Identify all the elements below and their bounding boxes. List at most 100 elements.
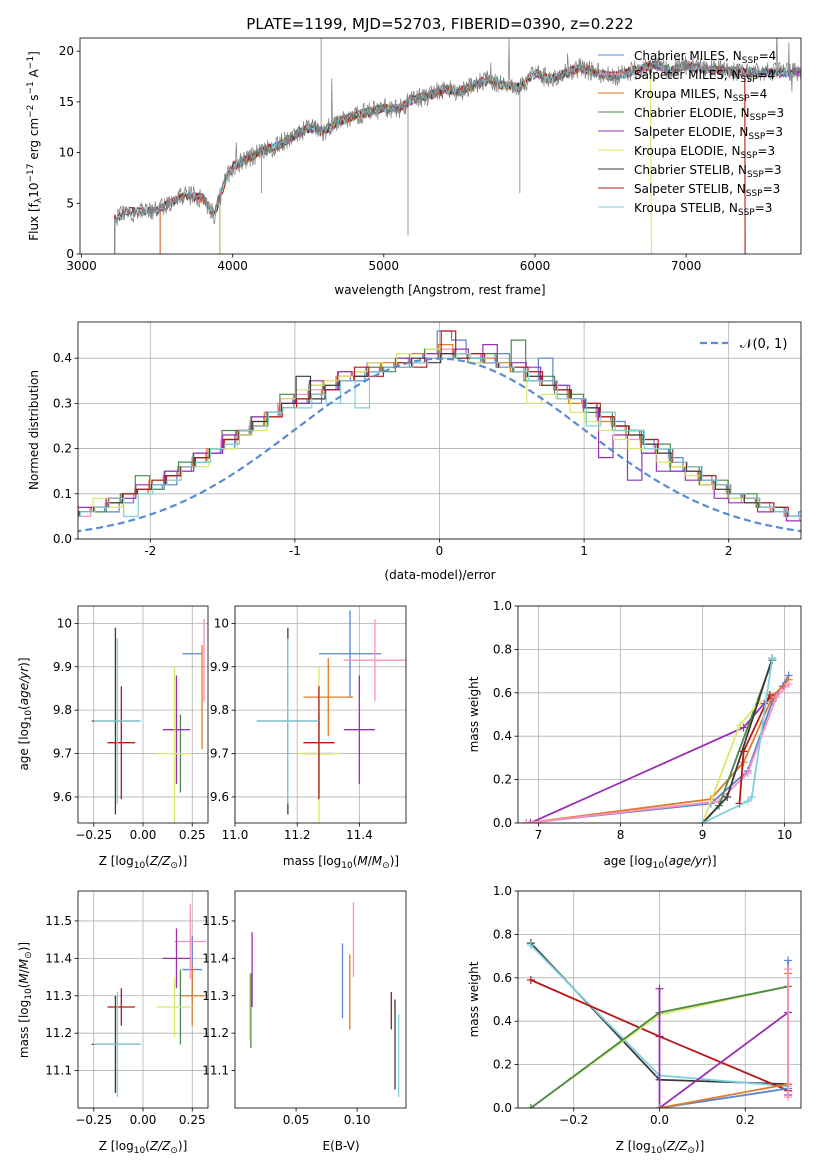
residuals-x-tick-label: 1 [580, 544, 588, 558]
spectrum-y-tick-label: 0 [66, 247, 74, 261]
mass-age-y-tick-label: 9.6 [210, 790, 229, 804]
z-age-y-tick-label: 9.7 [53, 747, 72, 761]
z-age-x-label: Z [log10(Z/Z⊙)] [99, 854, 188, 871]
spectrum-y-tick-label: 10 [59, 146, 74, 160]
mass-age-axes: 11.0 11.2 11.4 9.6 9.7 9.8 9.9 10 mass [log10(M/… [210, 605, 407, 871]
mass-age-x-label: mass [log10(M/M⊙)] [283, 854, 399, 871]
mass-age-x-tick-label: 11.4 [346, 828, 373, 842]
weight-line [659, 960, 789, 1108]
residuals-axes: -2 -1 0 1 2 0.0 0.1 0.2 0.3 0.4 (data-model)/error… [27, 321, 802, 582]
residual-histogram [78, 348, 801, 522]
residuals-y-label: Normed distribution [27, 370, 41, 490]
age-weight-y-tick-label: 0.4 [493, 729, 512, 743]
ebv-mass-x-tick-label: 0.05 [283, 1113, 310, 1127]
age-weight-y-tick-label: 0.6 [493, 686, 512, 700]
z-age-y-label: age [log10(age/yr)] [17, 657, 34, 770]
z-weight-y-tick-label: 0.0 [493, 1101, 512, 1115]
ebv-mass-y-tick-label: 11.1 [202, 1064, 229, 1078]
z-mass-x-tick-label: 0.25 [179, 1113, 206, 1127]
z-weight-x-label: Z [log10(Z/Z⊙)] [616, 1139, 705, 1156]
residuals-x-label: (data-model)/error [384, 568, 495, 582]
ebv-mass-x-label: E(B-V) [322, 1139, 359, 1153]
z-age-y-tick-label: 9.6 [53, 790, 72, 804]
mass-age-y-tick-label: 9.9 [210, 660, 229, 674]
weight-line [658, 988, 789, 1108]
z-age-x-tick-label: −0.25 [75, 828, 112, 842]
spectrum-data-line [114, 38, 801, 254]
z-mass-grid [78, 891, 208, 1108]
residual-histogram [78, 348, 801, 522]
ebv-mass-y-tick-label: 11.4 [202, 951, 229, 965]
age-weight-y-tick-label: 1.0 [493, 599, 512, 613]
residuals-y-tick-label: 0.4 [53, 351, 72, 365]
legend-entry: Chabrier ELODIE, NSSP=3 [634, 106, 784, 123]
spectrum-spines [79, 37, 802, 255]
mass-age-x-tick-label: 11.2 [284, 828, 311, 842]
ebv-mass-y-tick-label: 11.2 [202, 1026, 229, 1040]
age-weight-x-tick-label: 7 [535, 828, 543, 842]
z-weight-y-tick-label: 1.0 [493, 884, 512, 898]
z-mass-axes: −0.25 0.00 0.25 11.1 11.2 11.3 11.4 11.5 Z [log1… [17, 890, 209, 1156]
z-weight-frame: −0.2 0.0 0.2 0.0 0.2 0.4 0.6 0.8 1.0 mass weight Z… [467, 884, 802, 1156]
residuals-x-tick-label: -2 [144, 544, 156, 558]
weight-line [659, 973, 789, 1108]
z-weight-x-tick-label: −0.2 [559, 1113, 588, 1127]
spectrum-y-tick-label: 20 [59, 44, 74, 58]
z-mass-x-label: Z [log10(Z/Z⊙)] [99, 1139, 188, 1156]
mass-age-y-tick-label: 9.8 [210, 703, 229, 717]
residuals-spines [77, 321, 802, 540]
residuals-y-tick-label: 0.1 [53, 487, 72, 501]
mass-age-x-tick-label: 11.0 [222, 828, 249, 842]
z-weight-y-tick-label: 0.8 [493, 927, 512, 941]
mass-age-frame: 11.0 11.2 11.4 9.6 9.7 9.8 9.9 10 mass [log10(M/… [210, 605, 407, 871]
z-mass-spines [77, 890, 209, 1109]
z-age-frame: −0.25 0.00 0.25 9.6 9.7 9.8 9.9 10 Z [log10(Z/Z⊙… [17, 605, 209, 871]
z-age-x-tick-label: 0.25 [179, 828, 206, 842]
z-weight-x-tick-label: 0.0 [650, 1113, 669, 1127]
age-weight-x-tick-label: 8 [617, 828, 625, 842]
legend-entry: Chabrier STELIB, NSSP=3 [634, 163, 782, 180]
ebv-mass-plot-area [249, 902, 400, 1097]
age-weight-axes: 7 8 9 10 0.0 0.2 0.4 0.6 0.8 1.0 mass weight age [l… [467, 599, 802, 871]
legend-entry: Salpeter ELODIE, NSSP=3 [634, 125, 783, 142]
ebv-mass-spines [234, 890, 407, 1109]
age-weight-y-label: mass weight [467, 676, 481, 752]
mass-age-grid [234, 606, 406, 823]
z-age-axes: −0.25 0.00 0.25 9.6 9.7 9.8 9.9 10 Z [log10(Z/Z⊙… [17, 605, 209, 871]
z-age-grid [78, 606, 208, 823]
z-mass-x-tick-label: 0.00 [130, 1113, 157, 1127]
legend-entry: Kroupa MILES, NSSP=4 [634, 87, 767, 104]
age-weight-y-tick-label: 0.8 [493, 642, 512, 656]
spectrum-y-label: Flux [fλ10−17 erg cm−2 s−1 A−1] [26, 51, 44, 241]
age-weight-plot-area [522, 654, 793, 823]
residuals-x-tick-label: 0 [436, 544, 444, 558]
residuals-x-tick-label: 2 [725, 544, 733, 558]
residuals-frame: -2 -1 0 1 2 0.0 0.1 0.2 0.3 0.4 (data-model)/error… [27, 321, 802, 582]
z-mass-plot-area [91, 904, 207, 1097]
spectrum-x-tick-label: 6000 [520, 259, 551, 273]
residual-histogram [78, 344, 801, 522]
spectrum-x-tick-label: 7000 [671, 259, 702, 273]
ebv-mass-x-tick-label: 0.10 [344, 1113, 371, 1127]
age-weight-x-label: age [log10(age/yr)] [603, 854, 716, 871]
mass-age-plot-area [256, 610, 406, 823]
ebv-mass-y-tick-label: 11.5 [202, 914, 229, 928]
z-weight-axes: −0.2 0.0 0.2 0.0 0.2 0.4 0.6 0.8 1.0 mass weight Z… [467, 884, 802, 1156]
figure-title: PLATE=1199, MJD=52703, FIBERID=0390, z=0… [246, 15, 633, 33]
residuals-y-tick-label: 0.3 [53, 396, 72, 410]
z-mass-y-tick-label: 11.4 [45, 951, 72, 965]
ebv-mass-axes: 0.05 0.10 11.1 11.2 11.3 11.4 11.5 E(B-V) [202, 890, 407, 1153]
residuals-y-tick-label: 0.2 [53, 442, 72, 456]
spectrum-x-label: wavelength [Angstrom, rest frame] [334, 283, 545, 297]
legend-entry: Salpeter MILES, NSSP=4 [634, 68, 775, 85]
z-age-y-tick-label: 10 [57, 616, 72, 630]
age-weight-y-tick-label: 0.0 [493, 816, 512, 830]
z-weight-spines [517, 890, 802, 1109]
z-weight-y-tick-label: 0.4 [493, 1014, 512, 1028]
age-weight-spines [517, 605, 802, 824]
spectrum-x-tick-label: 5000 [369, 259, 400, 273]
spectrum-legend: Chabrier MILES, NSSP=4 Salpeter MILES, NS… [598, 49, 784, 218]
z-weight-y-label: mass weight [467, 961, 481, 1037]
residual-histogram [78, 344, 801, 517]
